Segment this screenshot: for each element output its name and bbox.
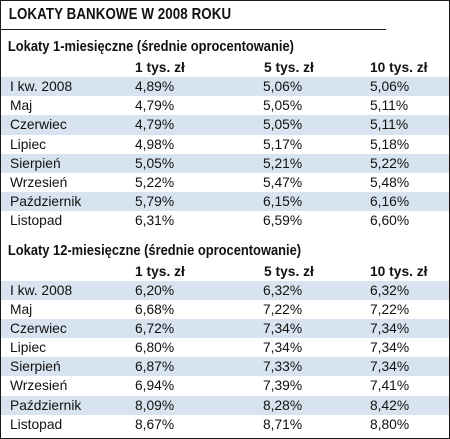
rate-cell: 7,34% [263, 340, 303, 356]
rate-cell: 4,79% [135, 98, 175, 114]
row-label: Wrzesień [10, 174, 68, 190]
rate-cell: 5,48% [370, 174, 410, 190]
rate-cell: 6,80% [135, 340, 175, 356]
section-1-month-deposits: Lokaty 1-miesięczne (średnie oprocentowa… [1, 36, 449, 231]
row-label: Lipiec [10, 340, 47, 356]
rate-cell: 5,05% [263, 98, 303, 114]
table-row: Wrzesień 6,94% 7,39% 7,41% [1, 376, 449, 395]
rate-cell: 5,05% [263, 117, 303, 133]
table-row: Sierpień 5,05% 5,21% 5,22% [1, 153, 449, 173]
table-row: Wrzesień 5,22% 5,47% 5,48% [1, 173, 449, 192]
table-title: LOKATY BANKOWE W 2008 ROKU [1, 1, 387, 30]
table-row: Lipiec 4,98% 5,17% 5,18% [1, 135, 449, 154]
rate-cell: 8,71% [263, 416, 303, 432]
row-label: Październik [10, 194, 82, 210]
rate-cell: 7,39% [263, 378, 303, 394]
row-label: Lipiec [10, 136, 47, 152]
rate-cell: 7,41% [370, 378, 410, 394]
column-header: 10 tys. zł [370, 60, 428, 75]
column-header-row: 1 tys. zł 5 tys. zł 10 tys. zł [1, 58, 449, 77]
section-title: Lokaty 12-miesięczne (średnie oprocentow… [7, 241, 302, 259]
row-label: Czerwiec [10, 117, 67, 133]
table-row: Listopad 8,67% 8,71% 8,80% [1, 415, 449, 434]
rate-cell: 7,34% [370, 340, 410, 356]
rate-cell: 4,89% [135, 79, 175, 94]
table-row: Listopad 6,31% 6,59% 6,60% [1, 211, 449, 230]
rate-cell: 6,60% [370, 213, 410, 229]
rate-cell: 8,09% [135, 397, 175, 413]
row-label: I kw. 2008 [10, 79, 73, 94]
table-row: Maj 6,68% 7,22% 7,22% [1, 300, 449, 319]
section-12-month-deposits: Lokaty 12-miesięczne (średnie oprocentow… [1, 240, 449, 435]
column-header: 5 tys. zł [264, 60, 314, 75]
rate-cell: 7,22% [263, 301, 303, 317]
column-header: 1 tys. zł [135, 263, 185, 279]
row-label: Sierpień [10, 155, 61, 171]
column-header: 5 tys. zł [264, 263, 314, 279]
rate-cell: 6,32% [370, 282, 410, 298]
column-header: 1 tys. zł [135, 60, 185, 75]
rate-cell: 7,33% [263, 359, 303, 375]
rate-cell: 4,98% [135, 136, 175, 152]
table-row: Sierpień 6,87% 7,33% 7,34% [1, 357, 449, 377]
rate-cell: 7,34% [370, 320, 410, 336]
table-body: I kw. 2008 6,20% 6,32% 6,32% Maj 6,68% 7,22% 7,… [1, 280, 449, 435]
rate-cell: 5,11% [370, 117, 409, 133]
column-header-row: 1 tys. zł 5 tys. zł 10 tys. zł [1, 262, 449, 281]
table-row: Czerwiec 6,72% 7,34% 7,34% [1, 318, 449, 339]
row-label: Listopad [10, 416, 63, 432]
rate-cell: 6,72% [135, 320, 175, 336]
table-row: I kw. 2008 6,20% 6,32% 6,32% [1, 280, 449, 300]
rate-cell: 7,34% [370, 359, 410, 375]
rate-cell: 8,67% [135, 416, 175, 432]
table-row: Październik 8,09% 8,28% 8,42% [1, 395, 449, 415]
rate-cell: 5,06% [370, 79, 410, 94]
rate-cell: 5,79% [135, 194, 175, 210]
rate-cell: 5,06% [263, 79, 303, 94]
rate-cell: 6,16% [370, 194, 410, 210]
rate-cell: 4,79% [135, 117, 175, 133]
row-label: Listopad [10, 213, 63, 229]
rate-cell: 6,94% [135, 378, 175, 394]
row-label: Czerwiec [10, 320, 67, 336]
rate-cell: 6,32% [263, 282, 303, 298]
rate-cell: 8,28% [263, 397, 303, 413]
rate-cell: 5,22% [135, 174, 175, 190]
table-row: Czerwiec 4,79% 5,05% 5,11% [1, 115, 449, 135]
rate-cell: 6,59% [263, 213, 303, 229]
row-label: Październik [10, 397, 82, 413]
rate-cell: 5,17% [263, 136, 303, 152]
column-header: 10 tys. zł [370, 263, 428, 279]
row-label: Sierpień [10, 359, 61, 375]
row-label: I kw. 2008 [10, 282, 73, 298]
rate-cell: 7,22% [370, 301, 410, 317]
rate-cell: 6,31% [135, 213, 175, 229]
table-row: Maj 4,79% 5,05% 5,11% [1, 96, 449, 115]
rate-cell: 8,80% [370, 416, 410, 432]
rate-cell: 6,15% [263, 194, 303, 210]
rate-cell: 5,05% [135, 155, 175, 171]
table-row: Lipiec 6,80% 7,34% 7,34% [1, 338, 449, 357]
rate-cell: 5,21% [263, 155, 303, 171]
row-label: Wrzesień [10, 378, 68, 394]
section-title: Lokaty 1-miesięczne (średnie oprocentowa… [7, 38, 294, 55]
table-body: I kw. 2008 4,89% 5,06% 5,06% Maj 4,79% 5,05% 5,… [1, 77, 449, 231]
rate-cell: 7,34% [263, 320, 303, 336]
table-row: I kw. 2008 4,89% 5,06% 5,06% [1, 77, 449, 97]
row-label: Maj [10, 301, 33, 317]
row-label: Maj [10, 98, 33, 114]
rate-cell: 5,47% [263, 174, 303, 190]
rate-cell: 6,20% [135, 282, 175, 298]
rate-cell: 5,22% [370, 155, 410, 171]
rate-cell: 5,11% [370, 98, 409, 114]
rate-cell: 5,18% [370, 136, 410, 152]
table-row: Październik 5,79% 6,15% 6,16% [1, 192, 449, 212]
rate-cell: 6,87% [135, 359, 175, 375]
rate-cell: 6,68% [135, 301, 175, 317]
rate-cell: 8,42% [370, 397, 410, 413]
